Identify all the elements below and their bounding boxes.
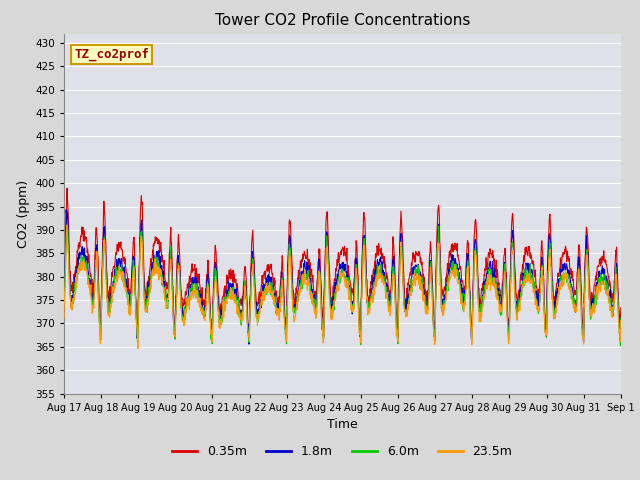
23.5m bbox=[60, 315, 68, 321]
0.35m bbox=[184, 285, 192, 291]
Line: 1.8m: 1.8m bbox=[64, 210, 621, 344]
1.8m bbox=[60, 309, 68, 314]
0.35m bbox=[247, 265, 255, 271]
1.8m bbox=[617, 314, 625, 320]
6.0m bbox=[60, 303, 68, 309]
0.35m bbox=[502, 270, 510, 276]
Text: TZ_co2prof: TZ_co2prof bbox=[74, 48, 149, 61]
1.8m bbox=[552, 303, 559, 309]
Y-axis label: CO2 (ppm): CO2 (ppm) bbox=[17, 180, 29, 248]
1.8m bbox=[502, 283, 510, 288]
Line: 0.35m: 0.35m bbox=[64, 188, 621, 339]
23.5m bbox=[617, 318, 625, 324]
1.8m bbox=[247, 277, 255, 283]
23.5m bbox=[172, 333, 179, 339]
0.35m bbox=[617, 305, 625, 311]
Line: 6.0m: 6.0m bbox=[64, 225, 621, 346]
Title: Tower CO2 Profile Concentrations: Tower CO2 Profile Concentrations bbox=[214, 13, 470, 28]
6.0m bbox=[184, 297, 192, 303]
6.0m bbox=[502, 277, 509, 283]
23.5m bbox=[134, 346, 141, 351]
23.5m bbox=[429, 325, 437, 331]
6.0m bbox=[429, 315, 437, 321]
6.0m bbox=[617, 315, 625, 321]
0.35m bbox=[60, 298, 68, 303]
23.5m bbox=[63, 222, 70, 228]
0.35m bbox=[429, 320, 437, 326]
1.8m bbox=[245, 341, 253, 347]
6.0m bbox=[616, 343, 624, 348]
0.35m bbox=[171, 331, 179, 336]
1.8m bbox=[171, 324, 179, 330]
1.8m bbox=[63, 207, 70, 213]
6.0m bbox=[63, 222, 71, 228]
X-axis label: Time: Time bbox=[327, 418, 358, 431]
Line: 23.5m: 23.5m bbox=[64, 225, 621, 348]
23.5m bbox=[247, 299, 255, 305]
1.8m bbox=[429, 324, 437, 330]
6.0m bbox=[171, 330, 179, 336]
6.0m bbox=[551, 312, 559, 317]
1.8m bbox=[184, 296, 192, 301]
6.0m bbox=[246, 295, 254, 301]
0.35m bbox=[63, 185, 71, 191]
0.35m bbox=[552, 293, 559, 299]
23.5m bbox=[552, 312, 559, 318]
23.5m bbox=[502, 287, 510, 292]
Legend: 0.35m, 1.8m, 6.0m, 23.5m: 0.35m, 1.8m, 6.0m, 23.5m bbox=[167, 440, 518, 463]
0.35m bbox=[245, 336, 253, 342]
23.5m bbox=[185, 298, 193, 304]
